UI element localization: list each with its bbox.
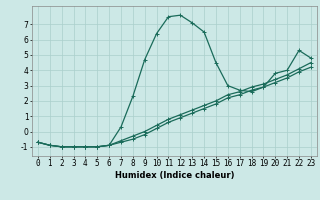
X-axis label: Humidex (Indice chaleur): Humidex (Indice chaleur) — [115, 171, 234, 180]
